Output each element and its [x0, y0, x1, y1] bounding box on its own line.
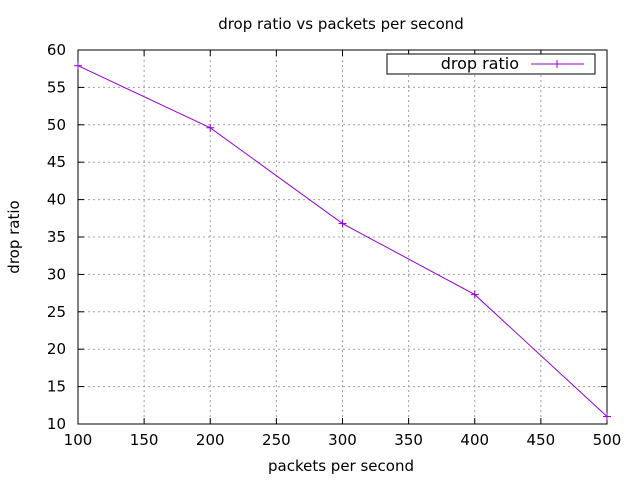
y-tick-label: 40 — [47, 191, 66, 209]
grid-lines — [78, 50, 607, 424]
legend-label: drop ratio — [441, 54, 519, 73]
y-axis-title: drop ratio — [5, 200, 23, 273]
x-tick-label: 350 — [394, 431, 423, 449]
legend-marker — [553, 60, 561, 68]
x-tick-label: 400 — [460, 431, 489, 449]
data-point — [470, 290, 479, 299]
y-tick-label: 60 — [47, 41, 66, 59]
legend-box — [386, 53, 596, 75]
y-tick-label: 50 — [47, 116, 66, 134]
plot-frame — [77, 49, 608, 425]
y-tick-label: 15 — [47, 378, 66, 396]
x-tick-label: 300 — [328, 431, 357, 449]
x-axis-title: packets per second — [268, 457, 414, 475]
data-point — [206, 123, 215, 132]
y-tick-label: 35 — [47, 228, 66, 246]
series-layer — [74, 61, 611, 421]
y-tick-label: 25 — [47, 303, 66, 321]
x-tick-label: 500 — [593, 431, 622, 449]
chart-title: drop ratio vs packets per second — [218, 15, 464, 33]
y-tick-label: 45 — [47, 153, 66, 171]
x-tick-label: 100 — [64, 431, 93, 449]
data-point — [74, 61, 82, 70]
y-tick-label: 55 — [47, 78, 66, 96]
x-tick-label: 250 — [262, 431, 291, 449]
y-tick-label: 30 — [47, 265, 66, 283]
data-point — [603, 412, 611, 421]
legend: drop ratio — [386, 53, 596, 75]
data-point — [338, 219, 347, 228]
y-tick-label: 20 — [47, 340, 66, 358]
tick-labels: 100 150 200 250 300 350 400 450 500 10 15 20 25 30 35 4… — [47, 41, 621, 449]
x-tick-label: 150 — [130, 431, 159, 449]
x-tick-label: 450 — [527, 431, 556, 449]
y-tick-label: 10 — [47, 415, 66, 433]
x-tick-label: 200 — [196, 431, 225, 449]
